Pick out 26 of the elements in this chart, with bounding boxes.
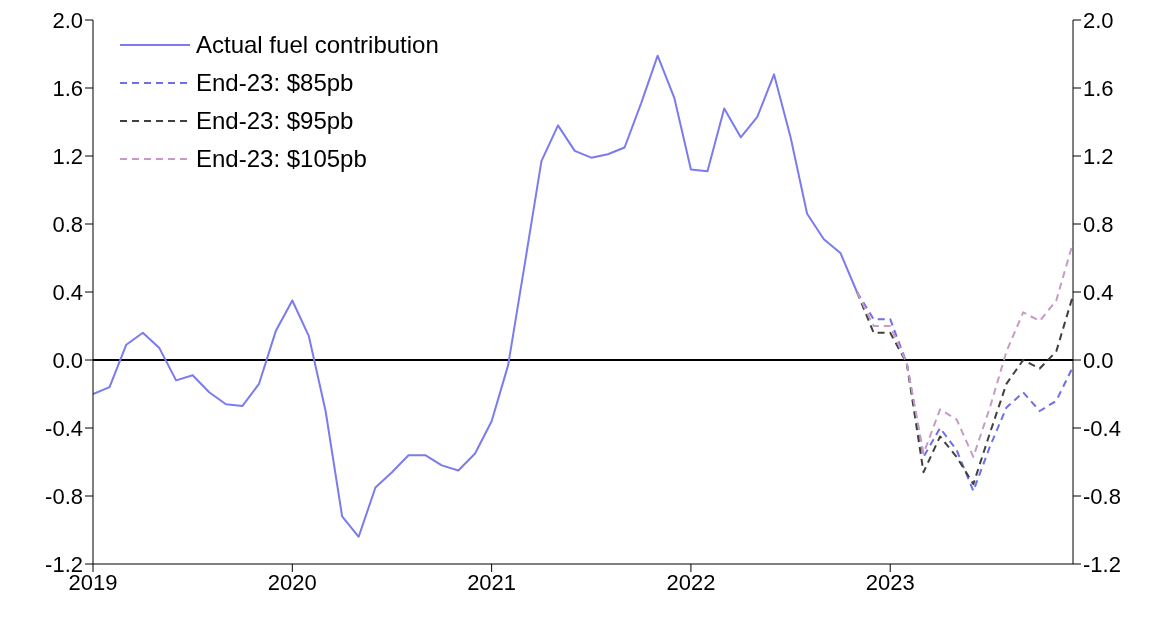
line-series — [93, 54, 858, 538]
y-tick-label: 0.0 — [52, 347, 83, 373]
y-tick-label: 2.0 — [52, 7, 83, 33]
y2-tick-label: 0.4 — [1083, 279, 1114, 305]
y-tick-label: -0.8 — [45, 483, 83, 509]
y-tick-label: 1.2 — [52, 143, 83, 169]
x-tick-label: 2020 — [267, 569, 317, 595]
y2-tick-label: -0.4 — [1083, 415, 1121, 441]
x-tick-label: 2023 — [865, 569, 915, 595]
x-tick-label: 2022 — [666, 569, 716, 595]
legend-label: End-23: $85pb — [196, 68, 354, 98]
y2-tick-label: 1.2 — [1083, 143, 1114, 169]
y2-tick-label: -0.8 — [1083, 483, 1121, 509]
y-tick-label: 1.6 — [52, 75, 83, 101]
x-tick-label: 2021 — [467, 569, 517, 595]
legend-label: End-23: $95pb — [196, 106, 354, 136]
legend-label: Actual fuel contribution — [196, 30, 439, 60]
y-tick-label: 0.8 — [52, 211, 83, 237]
y2-tick-label: 2.0 — [1083, 7, 1114, 33]
y2-tick-label: 0.0 — [1083, 347, 1114, 373]
y2-tick-label: 1.6 — [1083, 75, 1114, 101]
legend-label: End-23: $105pb — [196, 144, 367, 174]
y2-tick-label: -1.2 — [1083, 551, 1121, 577]
y-tick-label: 0.4 — [52, 279, 83, 305]
y2-tick-label: 0.8 — [1083, 211, 1114, 237]
y-tick-label: -0.4 — [45, 415, 83, 441]
